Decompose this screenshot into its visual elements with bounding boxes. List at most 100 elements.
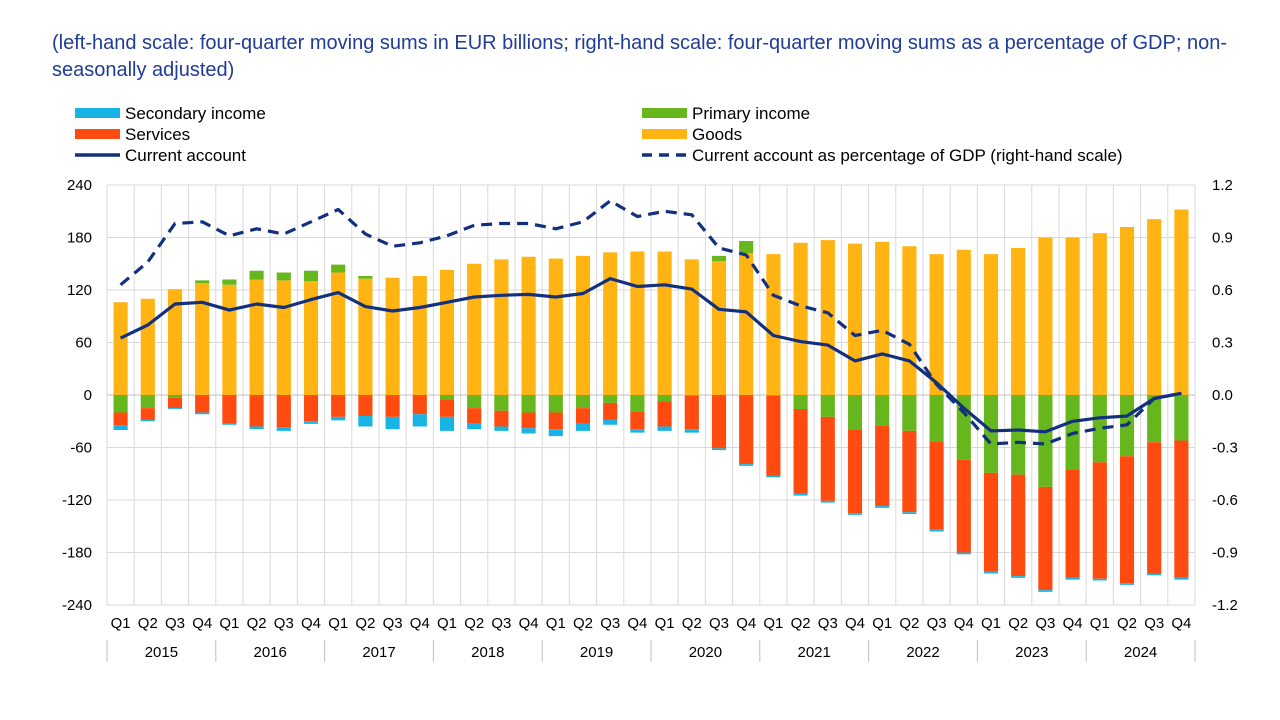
bar-services — [711, 395, 727, 449]
x-tick-label: Q4 — [192, 615, 212, 632]
bar-primary-income — [494, 395, 509, 411]
x-year-label: 2015 — [145, 644, 178, 661]
y-tick-label: -240 — [62, 597, 92, 614]
legend-item-current-account: Current account — [75, 146, 246, 165]
x-tick-label: Q1 — [763, 615, 783, 632]
bar-services — [222, 395, 237, 423]
bar-primary-income — [793, 395, 808, 409]
x-tick-label: Q3 — [165, 615, 185, 632]
bar-primary-income — [739, 241, 754, 254]
legend-item-primary-income: Primary income — [642, 104, 810, 123]
bar-services — [358, 395, 373, 416]
bar-services — [847, 430, 863, 514]
bar-primary-income — [1092, 395, 1107, 463]
x-tick-label: Q4 — [301, 615, 321, 632]
legend-swatch — [75, 108, 120, 118]
bar-primary-income — [684, 395, 699, 396]
bar-goods — [847, 243, 863, 395]
bar-services — [1119, 456, 1135, 584]
x-tick-label: Q2 — [899, 615, 919, 632]
y-tick-label: -180 — [62, 545, 92, 562]
bar-secondary-income — [222, 423, 237, 425]
bar-services — [548, 412, 563, 430]
y2-tick-label: -1.2 — [1212, 597, 1238, 614]
bar-primary-income — [195, 280, 210, 283]
bar-services — [140, 408, 155, 420]
bar-primary-income — [766, 395, 781, 396]
bar-services — [494, 410, 509, 427]
bar-services — [276, 395, 291, 428]
x-tick-label: Q2 — [573, 615, 593, 632]
bar-primary-income — [902, 395, 917, 431]
bar-primary-income — [711, 255, 727, 262]
bar-services — [331, 395, 346, 417]
bar-secondary-income — [820, 500, 835, 503]
x-tick-label: Q1 — [219, 615, 239, 632]
bar-primary-income — [439, 395, 455, 400]
bar-goods — [793, 242, 808, 395]
x-tick-label: Q4 — [410, 615, 430, 632]
bar-goods — [766, 254, 781, 395]
bar-primary-income — [521, 395, 536, 413]
bar-goods — [1119, 227, 1135, 395]
bar-goods — [1038, 237, 1053, 395]
bar-secondary-income — [847, 513, 863, 515]
x-tick-label: Q1 — [872, 615, 892, 632]
bar-primary-income — [222, 279, 237, 285]
x-year-label: 2024 — [1124, 644, 1157, 661]
bar-goods — [1011, 248, 1026, 395]
y-tick-label: 240 — [67, 177, 92, 194]
bar-primary-income — [657, 395, 672, 402]
x-tick-label: Q2 — [682, 615, 702, 632]
bar-primary-income — [1174, 395, 1189, 441]
bar-services — [766, 395, 781, 476]
bar-goods — [1092, 233, 1107, 395]
bar-goods — [739, 253, 754, 395]
bar-primary-income — [1147, 395, 1162, 443]
bar-secondary-income — [276, 427, 291, 431]
bar-services — [929, 441, 944, 530]
x-tick-label: Q4 — [1063, 615, 1083, 632]
bar-secondary-income — [467, 423, 482, 430]
bar-goods — [983, 254, 999, 395]
bar-goods — [575, 255, 591, 395]
bar-secondary-income — [385, 416, 400, 430]
bar-secondary-income — [684, 429, 699, 433]
lines-layer — [119, 199, 1182, 446]
bar-secondary-income — [902, 512, 917, 514]
bar-goods — [875, 241, 890, 395]
bar-goods — [439, 269, 455, 395]
bar-secondary-income — [113, 425, 128, 430]
x-tick-label: Q4 — [627, 615, 647, 632]
bar-services — [739, 395, 754, 465]
bar-services — [820, 416, 835, 501]
bar-services — [1011, 474, 1026, 577]
bar-goods — [276, 280, 291, 395]
bar-services — [603, 402, 618, 420]
y-tick-label: 180 — [67, 230, 92, 247]
bar-services — [521, 412, 536, 429]
bar-secondary-income — [983, 571, 999, 574]
bar-services — [439, 399, 455, 417]
bar-goods — [494, 259, 509, 395]
x-tick-label: Q1 — [546, 615, 566, 632]
bar-services — [167, 397, 183, 409]
legend-swatch — [642, 129, 687, 139]
bar-secondary-income — [249, 426, 264, 430]
bar-secondary-income — [521, 428, 536, 434]
legend-label: Primary income — [692, 104, 810, 123]
bar-secondary-income — [140, 419, 155, 422]
bar-secondary-income — [793, 493, 808, 496]
y-tick-label: 0 — [84, 387, 92, 404]
bar-primary-income — [983, 395, 999, 473]
bar-primary-income — [1038, 395, 1053, 487]
bar-secondary-income — [630, 429, 645, 433]
bar-secondary-income — [1119, 583, 1135, 585]
bar-services — [875, 425, 890, 507]
x-tick-label: Q3 — [818, 615, 838, 632]
bar-primary-income — [140, 395, 155, 409]
bar-primary-income — [467, 395, 482, 409]
x-tick-label: Q4 — [736, 615, 756, 632]
x-tick-label: Q1 — [981, 615, 1001, 632]
bar-secondary-income — [603, 419, 618, 425]
